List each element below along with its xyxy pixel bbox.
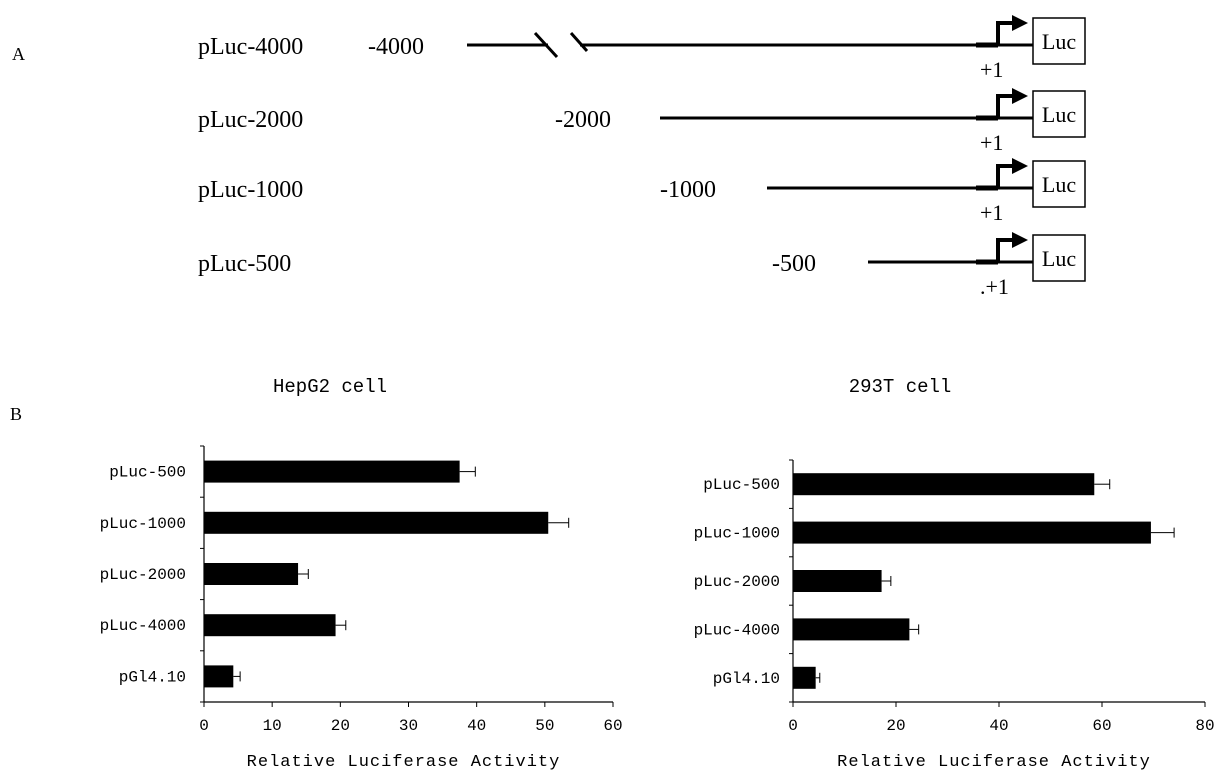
chart-hepg2: HepG2 cell 0 10 20 30 40 50 60 Relative Lucifera… (100, 376, 623, 770)
luc-label: Luc (1042, 102, 1076, 127)
category-label: pLuc-2000 (100, 566, 186, 584)
tss-arrowhead (1012, 15, 1028, 31)
panel-b-letter: B (10, 404, 22, 424)
construct-start-label: -1000 (660, 177, 716, 203)
tss-label: .+1 (980, 274, 1009, 299)
x-tick-label: 0 (199, 717, 209, 735)
chart-title: 293T cell (849, 376, 952, 398)
tss-arrowhead (1012, 158, 1028, 174)
category-label: pGl4.10 (119, 668, 186, 686)
bar (204, 665, 234, 688)
bar (793, 473, 1095, 496)
tss-arrow (996, 94, 1014, 118)
panel-a-letter: A (12, 44, 25, 64)
x-axis-label: Relative Luciferase Activity (837, 753, 1151, 770)
x-tick-label: 20 (331, 717, 350, 735)
category-label: pLuc-2000 (694, 573, 780, 591)
bar (793, 618, 910, 641)
bar (204, 511, 549, 534)
chart-title: HepG2 cell (273, 376, 387, 398)
break-mark (569, 32, 589, 52)
tss-arrow (996, 164, 1014, 188)
construct-start-label: -4000 (368, 34, 424, 60)
construct-name: pLuc-1000 (198, 177, 303, 203)
x-tick-label: 50 (535, 717, 554, 735)
category-label: pLuc-500 (109, 464, 186, 482)
category-label: pLuc-1000 (100, 515, 186, 533)
x-axis-label: Relative Luciferase Activity (247, 753, 561, 770)
x-tick-label: 60 (1092, 717, 1111, 735)
category-label: pLuc-1000 (694, 525, 780, 543)
x-tick-label: 10 (263, 717, 282, 735)
category-label: pLuc-500 (703, 476, 780, 494)
luc-box (1032, 17, 1086, 65)
tss-arrowhead (1012, 232, 1028, 248)
tss-label: +1 (980, 200, 1003, 225)
tss-arrow (996, 238, 1014, 262)
luc-box (1032, 234, 1086, 282)
luc-label: Luc (1042, 246, 1076, 271)
bar (793, 521, 1151, 544)
panel-b-bar-charts: B HepG2 cell 0 10 20 30 40 50 60 Relative Lucife… (10, 376, 1215, 770)
tss-arrow (996, 21, 1014, 45)
category-label: pLuc-4000 (694, 621, 780, 639)
luc-box (1032, 90, 1086, 138)
bar (793, 570, 882, 592)
category-label: pGl4.10 (713, 670, 780, 688)
x-tick-label: 40 (467, 717, 486, 735)
break-mark (533, 31, 559, 59)
chart-293t: 293T cell 0 20 40 60 80 Relative Luciferase Ac… (694, 376, 1215, 770)
x-tick-label: 60 (603, 717, 622, 735)
bar (793, 666, 816, 689)
x-tick-label: 20 (886, 717, 905, 735)
x-tick-label: 0 (788, 717, 798, 735)
tss-arrowhead (1012, 88, 1028, 104)
x-tick-label: 80 (1195, 717, 1214, 735)
panel-a-construct-diagram: A pLuc-4000 -4000 Luc +1 pLuc-2000 -2000 Luc +1… (12, 15, 1086, 299)
category-label: pLuc-4000 (100, 617, 186, 635)
construct-name: pLuc-500 (198, 251, 291, 277)
construct-name: pLuc-2000 (198, 107, 303, 133)
bar (204, 460, 460, 483)
tss-label: +1 (980, 130, 1003, 155)
bar (204, 563, 299, 585)
x-tick-label: 30 (399, 717, 418, 735)
luc-box (1032, 160, 1086, 208)
tss-label: +1 (980, 57, 1003, 82)
construct-start-label: -500 (772, 251, 816, 277)
x-tick-label: 40 (989, 717, 1008, 735)
bar (204, 614, 336, 637)
luc-label: Luc (1042, 29, 1076, 54)
construct-name: pLuc-4000 (198, 34, 303, 60)
construct-start-label: -2000 (555, 107, 611, 133)
luc-label: Luc (1042, 172, 1076, 197)
